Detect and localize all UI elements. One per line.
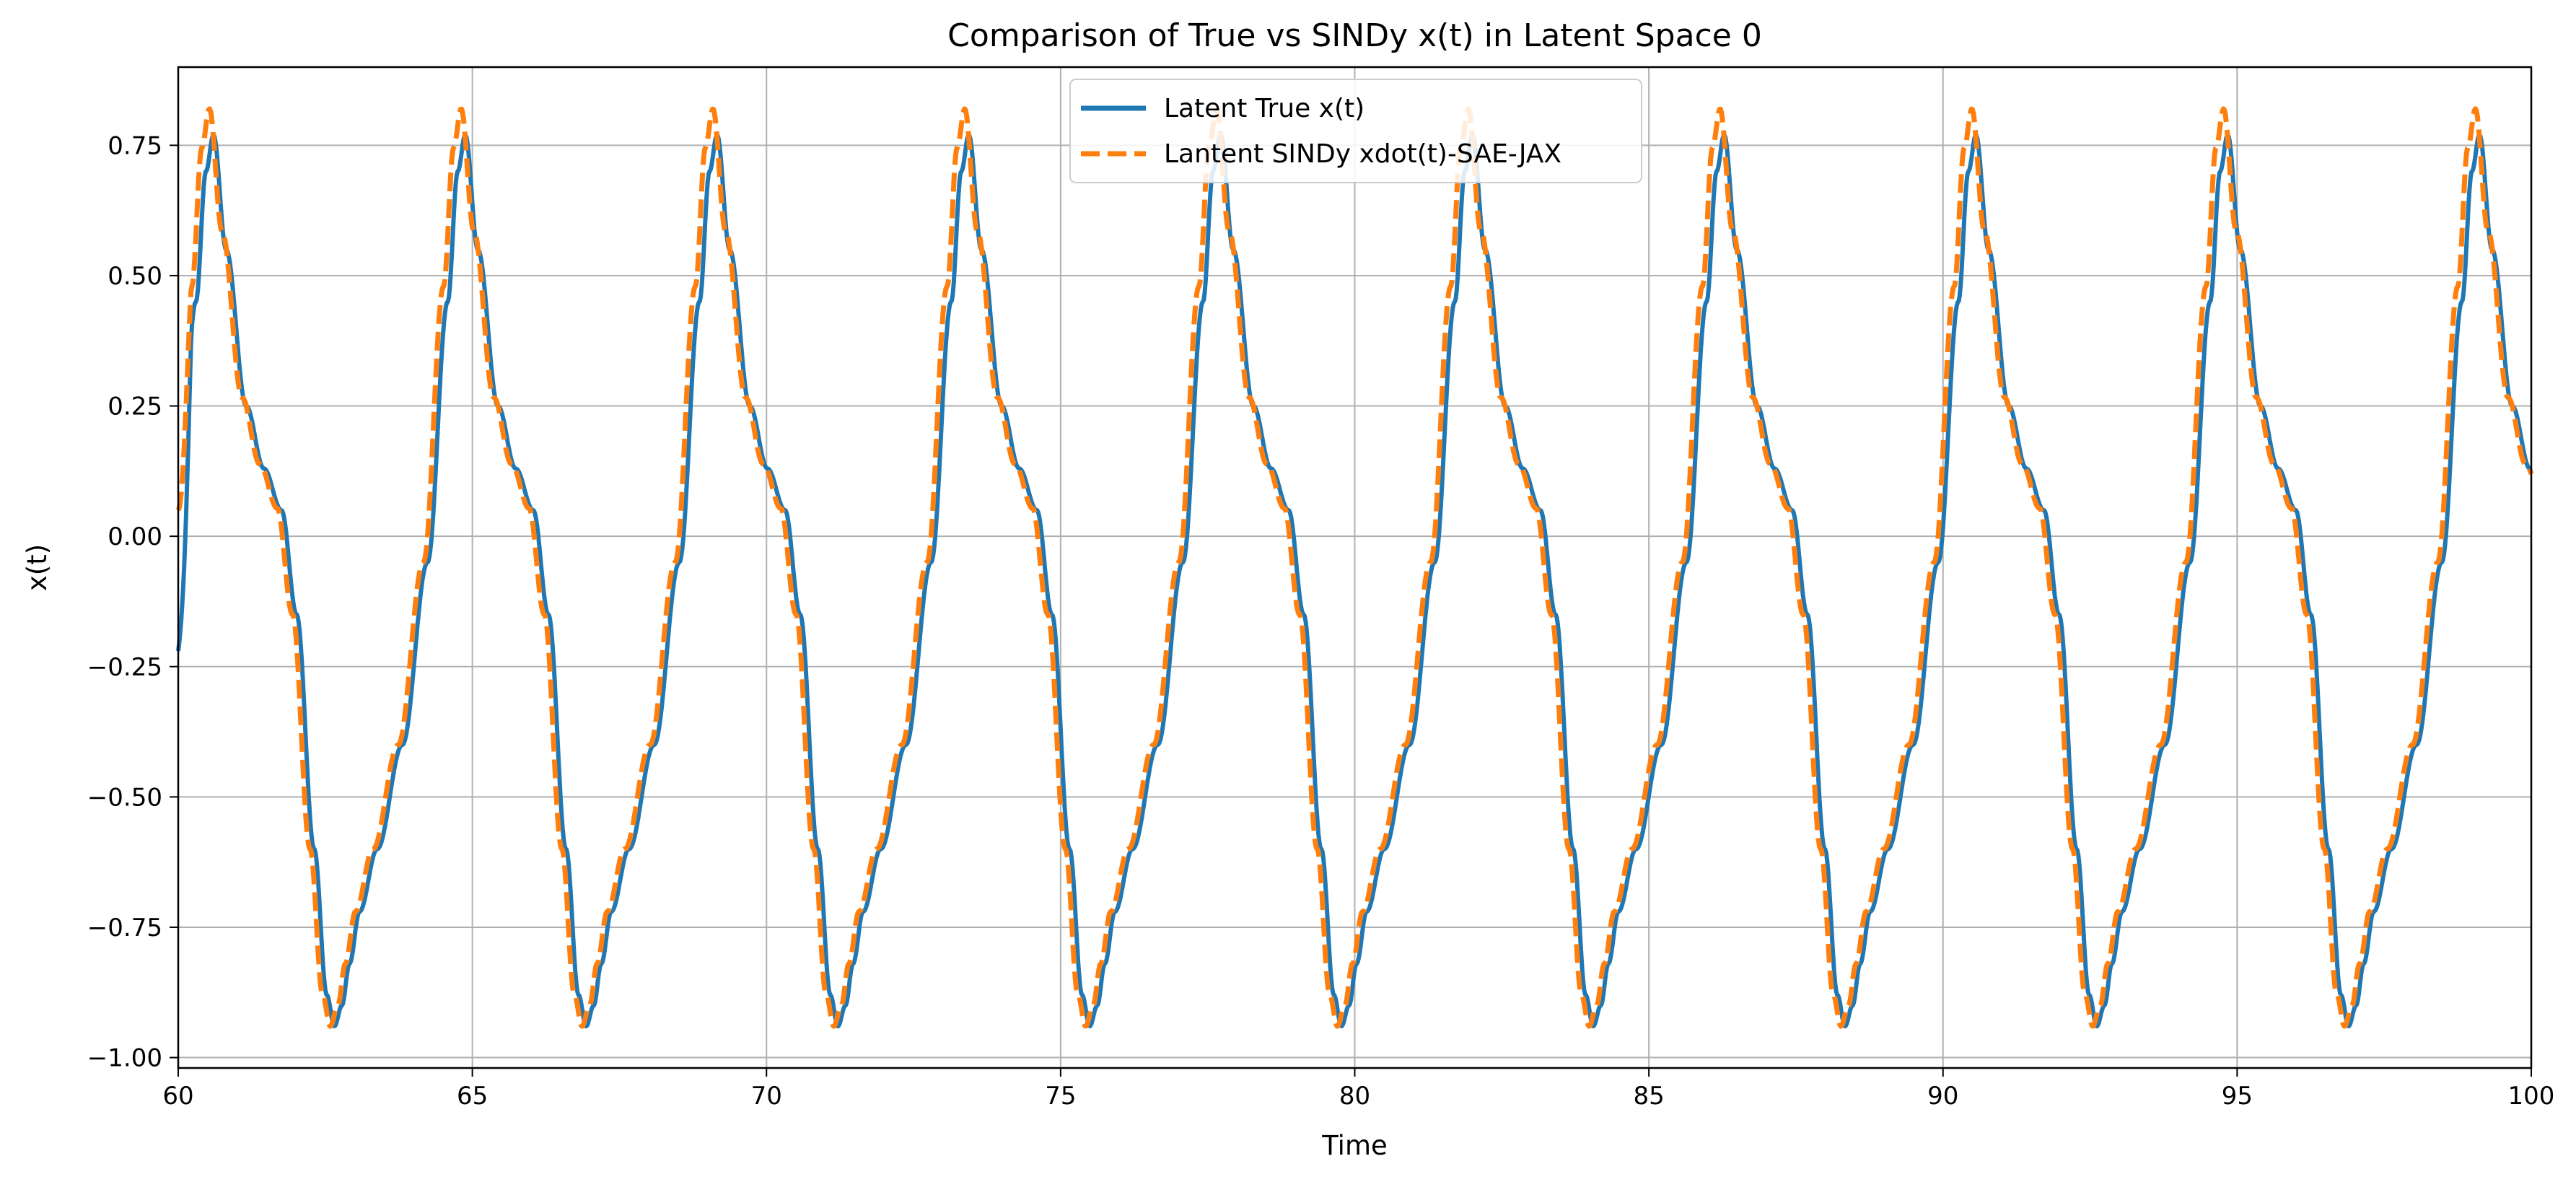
x-tick-label: 95 — [2222, 1082, 2253, 1111]
x-tick-label: 100 — [2508, 1082, 2555, 1111]
y-tick-label: −1.00 — [87, 1044, 162, 1073]
x-tick-label: 65 — [457, 1082, 488, 1111]
y-axis-label: x(t) — [22, 544, 53, 591]
legend-label-0: Latent True x(t) — [1164, 94, 1364, 123]
y-tick-label: −0.25 — [87, 653, 162, 682]
y-tick-label: 0.00 — [108, 522, 162, 551]
ticks: 60 65 70 75 80 85 90 95 100 0.75 0.50 0.25 0.00 −0.25… — [87, 131, 2555, 1111]
x-tick-label: 85 — [1633, 1082, 1664, 1111]
chart-title: Comparison of True vs SINDy x(t) in Late… — [947, 17, 1762, 54]
x-tick-label: 70 — [751, 1082, 782, 1111]
x-tick-label: 80 — [1339, 1082, 1370, 1111]
y-tick-label: 0.75 — [108, 131, 162, 160]
x-tick-label: 60 — [162, 1082, 193, 1111]
legend-label-1: Lantent SINDy xdot(t)-SAE-JAX — [1164, 139, 1561, 169]
y-tick-label: −0.50 — [87, 783, 162, 812]
x-axis-label: Time — [1321, 1130, 1388, 1161]
legend-box — [1069, 79, 1642, 183]
legend: Latent True x(t) Lantent SINDy xdot(t)-SA… — [1069, 79, 1642, 183]
x-tick-label: 75 — [1045, 1082, 1076, 1111]
series-line-1 — [175, 106, 2534, 1029]
y-tick-label: 0.50 — [108, 262, 162, 291]
y-tick-label: 0.25 — [108, 393, 162, 421]
y-tick-label: −0.75 — [87, 914, 162, 942]
x-tick-label: 90 — [1927, 1082, 1958, 1111]
series-layer — [175, 106, 2534, 1029]
